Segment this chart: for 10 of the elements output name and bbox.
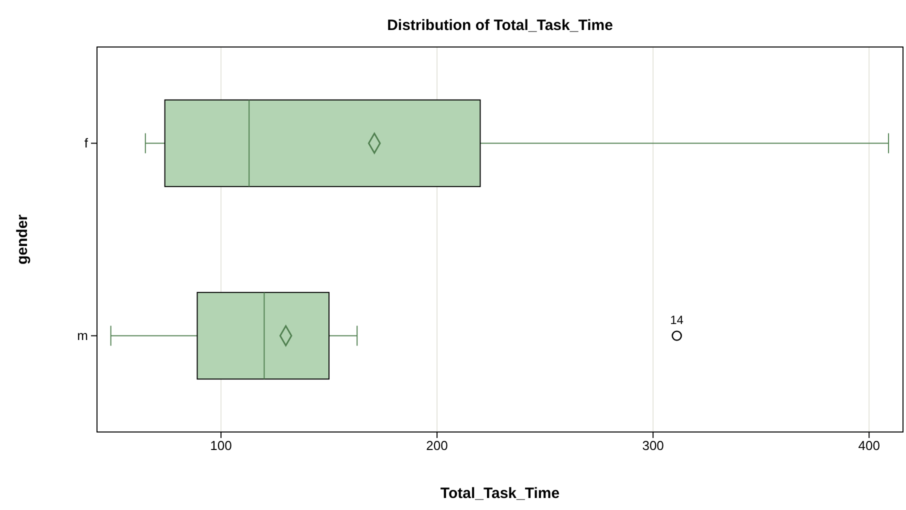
x-tick-label: 300 (642, 438, 664, 454)
x-tick-label: 100 (210, 438, 232, 454)
y-tick-label: m (77, 328, 88, 343)
x-axis-title: Total_Task_Time (440, 485, 560, 502)
chart-title: Distribution of Total_Task_Time (387, 17, 613, 34)
x-tick-label: 200 (426, 438, 448, 454)
y-axis-title: gender (14, 214, 31, 265)
annotation: 14 (670, 312, 684, 327)
y-tick-label: f (84, 135, 88, 150)
x-tick-label: 400 (858, 438, 880, 454)
